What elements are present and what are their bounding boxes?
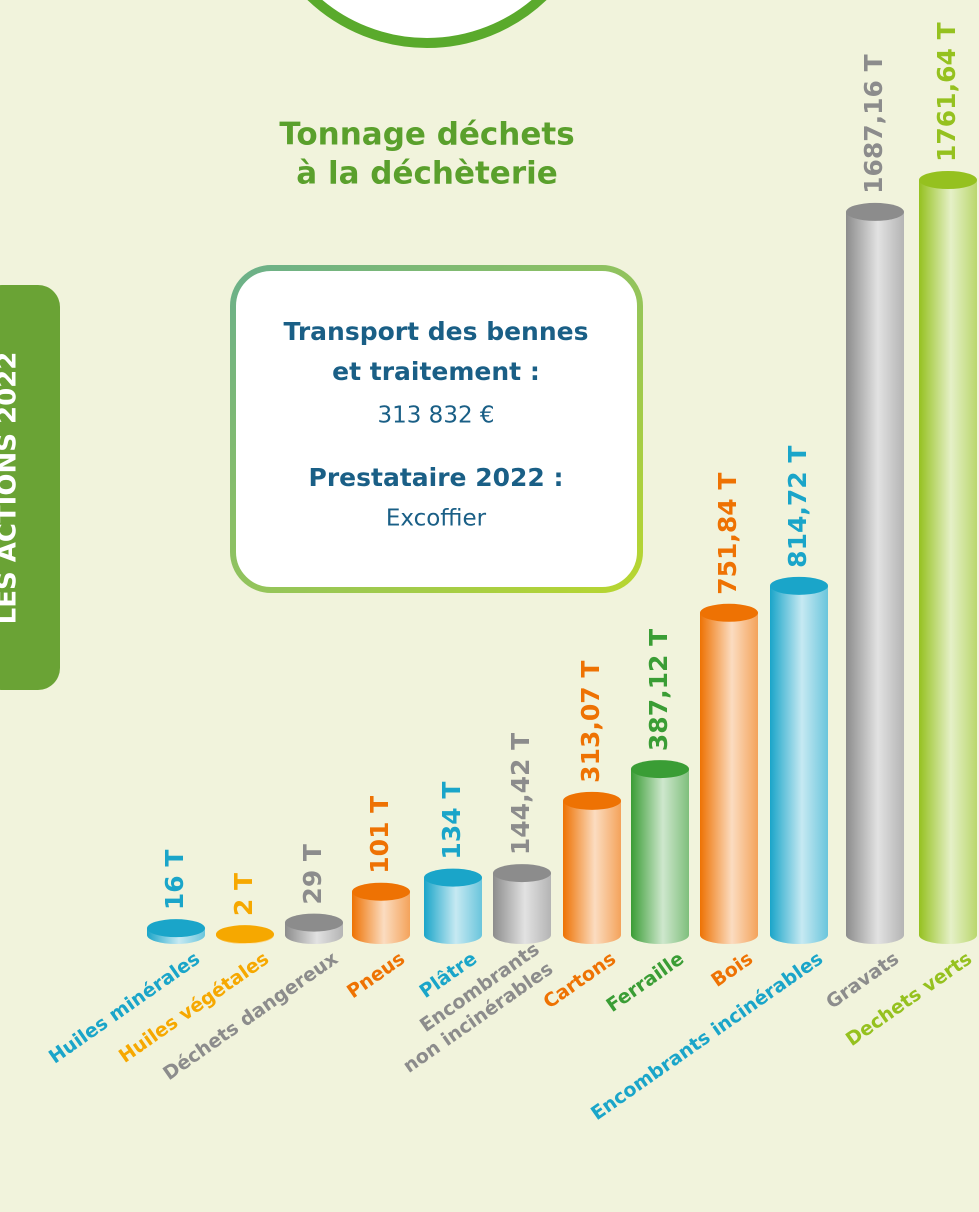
value-label: 144,42 T <box>506 733 535 855</box>
bar-cap <box>285 913 343 932</box>
value-label: 29 T <box>298 844 327 905</box>
bar-cap <box>770 576 828 595</box>
bar <box>770 585 828 935</box>
side-tab <box>0 285 60 690</box>
bar <box>700 612 758 935</box>
box-line: et traitement : <box>332 357 540 386</box>
bar-cap <box>846 202 904 221</box>
chart-title: Tonnage déchets à la déchèterie <box>279 116 574 191</box>
bar-cap <box>563 791 621 810</box>
value-label: 134 T <box>437 782 466 860</box>
bar-cap <box>919 171 977 189</box>
bar-cap <box>631 760 689 779</box>
bar-cap <box>424 868 482 887</box>
value-label: 101 T <box>365 796 394 874</box>
bar <box>563 800 621 935</box>
box-line: Transport des bennes <box>284 317 589 346</box>
bar <box>919 180 977 935</box>
value-label: 751,84 T <box>713 473 742 595</box>
bar-cap <box>216 925 274 944</box>
info-box-text: Transport des bennes et traitement : 313… <box>284 317 589 532</box>
box-line: Prestataire 2022 : <box>309 463 564 492</box>
value-label: 2 T <box>229 873 258 916</box>
info-box <box>230 265 643 593</box>
bar-cap <box>700 603 758 622</box>
box-amount: 313 832 € <box>377 403 494 429</box>
bar-cap <box>493 864 551 883</box>
bar-cap <box>147 919 205 938</box>
value-label: 1761,64 T <box>932 22 961 162</box>
bar-cap <box>352 882 410 901</box>
top-badge <box>307 0 547 48</box>
bar <box>424 877 482 935</box>
bar <box>846 211 904 936</box>
bar <box>493 873 551 935</box>
value-label: 387,12 T <box>644 629 673 751</box>
value-label: 313,07 T <box>576 661 605 783</box>
bar <box>631 769 689 935</box>
side-tab-text: LES ACTIONS 2022 <box>0 352 23 625</box>
value-label: 1687,16 T <box>859 54 888 194</box>
box-provider: Excoffier <box>386 506 487 532</box>
value-label: 814,72 T <box>783 446 812 568</box>
value-label: 16 T <box>160 850 189 911</box>
